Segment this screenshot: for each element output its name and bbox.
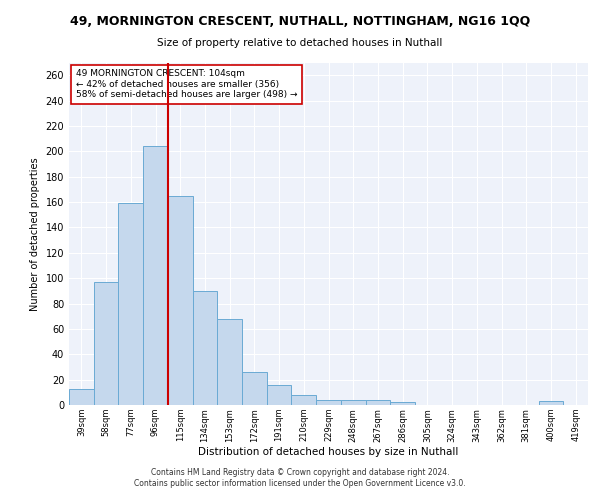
X-axis label: Distribution of detached houses by size in Nuthall: Distribution of detached houses by size …	[199, 447, 458, 457]
Bar	[168, 196, 193, 405]
Bar	[365, 400, 390, 405]
Y-axis label: Number of detached properties: Number of detached properties	[30, 157, 40, 310]
Text: 49, MORNINGTON CRESCENT, NUTHALL, NOTTINGHAM, NG16 1QQ: 49, MORNINGTON CRESCENT, NUTHALL, NOTTIN…	[70, 15, 530, 28]
Text: 49 MORNINGTON CRESCENT: 104sqm
← 42% of detached houses are smaller (356)
58% of: 49 MORNINGTON CRESCENT: 104sqm ← 42% of …	[76, 70, 298, 99]
Bar	[217, 318, 242, 405]
Bar	[242, 372, 267, 405]
Text: Contains HM Land Registry data © Crown copyright and database right 2024.
Contai: Contains HM Land Registry data © Crown c…	[134, 468, 466, 487]
Bar	[390, 402, 415, 405]
Bar	[267, 384, 292, 405]
Bar	[292, 395, 316, 405]
Bar	[118, 204, 143, 405]
Text: Size of property relative to detached houses in Nuthall: Size of property relative to detached ho…	[157, 38, 443, 48]
Bar	[143, 146, 168, 405]
Bar	[94, 282, 118, 405]
Bar	[193, 291, 217, 405]
Bar	[69, 388, 94, 405]
Bar	[341, 400, 365, 405]
Bar	[539, 401, 563, 405]
Bar	[316, 400, 341, 405]
